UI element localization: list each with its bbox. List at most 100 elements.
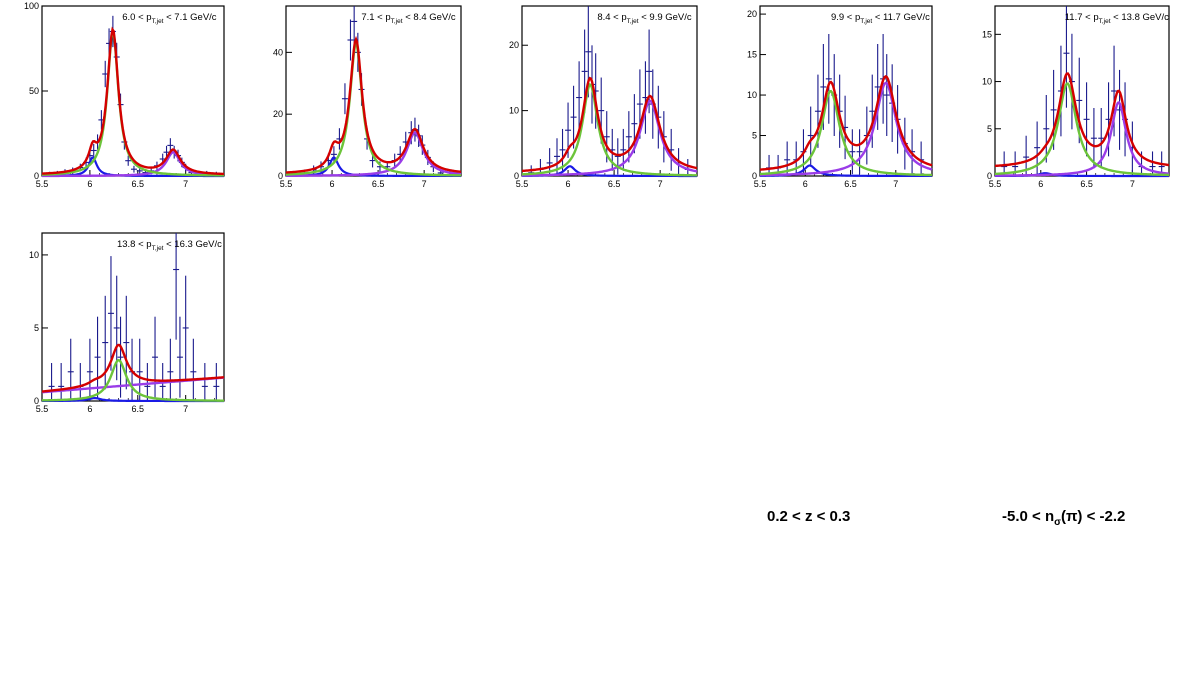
x-tick-label: 5.5 bbox=[280, 179, 293, 189]
fit-panel-3: 5.5 6 6.5 7 0 10 20 8.4 < pT,jet < 9.9 GeV/c bbox=[509, 5, 698, 189]
y-tick-label: 0 bbox=[987, 171, 992, 181]
data-point bbox=[570, 85, 577, 149]
data-point bbox=[90, 143, 97, 158]
green-peak-fit bbox=[521, 83, 698, 177]
pt-label-suffix: < 7.1 GeV/c bbox=[163, 12, 216, 23]
plot-frame bbox=[994, 5, 1170, 177]
x-tick-label: 6.5 bbox=[372, 179, 385, 189]
total-fit bbox=[994, 72, 1170, 168]
y-tick-label: 40 bbox=[273, 47, 283, 57]
data-point bbox=[176, 316, 183, 398]
x-tick-label: 6 bbox=[803, 179, 808, 189]
nsigma-suffix: (π) < -2.2 bbox=[1060, 508, 1126, 525]
pt-label-prefix: 8.4 < p bbox=[597, 12, 626, 23]
pt-label-prefix: 11.7 < p bbox=[1065, 12, 1099, 23]
y-tick-label: 0 bbox=[752, 171, 757, 181]
fit-panel-1: 5.5 6 6.5 7 0 50 100 6.0 < pT,jet < 7.1 GeV/c bbox=[24, 1, 225, 189]
pt-range-label: 13.8 < pT,jet < 16.3 GeV/c bbox=[117, 239, 222, 252]
nsigma-subscript: σ bbox=[1054, 517, 1061, 528]
pt-label-suffix: < 9.9 GeV/c bbox=[639, 12, 692, 23]
data-point bbox=[182, 275, 189, 381]
data-point bbox=[330, 146, 337, 163]
plot-frame bbox=[41, 232, 225, 402]
x-tick-label: 6.5 bbox=[132, 179, 145, 189]
x-tick-label: 6.5 bbox=[844, 179, 857, 189]
y-tick-label: 10 bbox=[982, 77, 992, 87]
pt-label-subscript: T,jet bbox=[152, 18, 164, 25]
total-fit bbox=[285, 35, 462, 174]
y-tick-label: 5 bbox=[752, 131, 757, 141]
y-tick-label: 20 bbox=[273, 109, 283, 119]
x-tick-label: 5.5 bbox=[516, 179, 529, 189]
pt-label-prefix: 6.0 < p bbox=[122, 12, 151, 23]
green-peak-fit bbox=[994, 82, 1170, 177]
pt-range-label: 11.7 < pT,jet < 13.8 GeV/c bbox=[1065, 12, 1169, 25]
y-tick-label: 5 bbox=[34, 323, 39, 333]
x-tick-label: 5.5 bbox=[36, 404, 49, 414]
data-point bbox=[94, 316, 101, 398]
data-point bbox=[144, 363, 151, 401]
y-tick-label: 0 bbox=[514, 171, 519, 181]
x-tick-label: 7 bbox=[183, 404, 188, 414]
y-tick-label: 0 bbox=[34, 171, 39, 181]
data-point bbox=[849, 129, 856, 175]
data-point bbox=[1063, 6, 1070, 108]
pt-label-suffix: < 13.8 GeV/c bbox=[1111, 12, 1170, 23]
x-tick-label: 7 bbox=[893, 179, 898, 189]
green-peak-fit bbox=[41, 358, 224, 402]
data-point bbox=[117, 316, 124, 398]
pt-label-subscript: T,jet bbox=[860, 18, 872, 25]
fit-panel-5: 5.5 6 6.5 7 0 5 10 15 11.7 < pT,jet < 13.8 GeV/c bbox=[982, 5, 1170, 189]
data-point bbox=[190, 338, 197, 401]
y-tick-label: 15 bbox=[747, 50, 757, 60]
data-points bbox=[1001, 6, 1165, 176]
y-tick-label: 100 bbox=[24, 1, 39, 11]
pt-label-subscript: T,jet bbox=[152, 245, 164, 252]
data-point bbox=[167, 338, 174, 401]
y-tick-label: 10 bbox=[747, 90, 757, 100]
pt-range-label: 6.0 < pT,jet < 7.1 GeV/c bbox=[122, 12, 217, 25]
pt-label-suffix: < 8.4 GeV/c bbox=[403, 12, 456, 23]
pt-range-label: 9.9 < pT,jet < 11.7 GeV/c bbox=[831, 12, 930, 25]
data-point bbox=[625, 111, 632, 163]
pt-label-prefix: 13.8 < p bbox=[117, 239, 152, 250]
total-fit bbox=[759, 74, 933, 171]
y-tick-label: 50 bbox=[29, 86, 39, 96]
data-point bbox=[351, 6, 358, 44]
green-peak-fit bbox=[759, 89, 933, 177]
purple-peak-fit bbox=[759, 81, 933, 177]
data-point bbox=[1043, 94, 1050, 163]
data-point bbox=[347, 19, 354, 61]
pt-range-label: 8.4 < pT,jet < 9.9 GeV/c bbox=[597, 12, 692, 25]
data-point bbox=[559, 128, 566, 171]
data-point bbox=[125, 155, 132, 166]
pt-label-suffix: < 11.7 GeV/c bbox=[872, 12, 930, 23]
total-fit bbox=[521, 76, 698, 173]
purple-peak-fit bbox=[286, 131, 462, 177]
pt-label-prefix: 9.9 < p bbox=[831, 12, 860, 23]
x-tick-label: 6 bbox=[330, 179, 335, 189]
pt-label-subscript: T,jet bbox=[391, 18, 403, 25]
x-tick-label: 6 bbox=[87, 179, 92, 189]
nsigma-range-label: -5.0 < nσ(π) < -2.2 bbox=[1002, 508, 1125, 528]
fit-panel-6: 5.5 6 6.5 7 0 5 10 13.8 < pT,jet < 16.3 GeV/c bbox=[29, 232, 225, 414]
plot-frame bbox=[41, 5, 225, 177]
data-point bbox=[201, 363, 208, 401]
data-point bbox=[58, 363, 65, 401]
data-point bbox=[576, 61, 583, 134]
y-tick-label: 15 bbox=[982, 29, 992, 39]
pt-label-suffix: < 16.3 GeV/c bbox=[163, 239, 222, 250]
data-point bbox=[213, 363, 220, 401]
purple-peak-fit bbox=[994, 100, 1170, 177]
y-tick-label: 20 bbox=[747, 9, 757, 19]
pt-label-prefix: 7.1 < p bbox=[361, 12, 390, 23]
y-tick-label: 0 bbox=[278, 171, 283, 181]
x-tick-label: 7 bbox=[658, 179, 663, 189]
data-point bbox=[48, 363, 55, 401]
data-point bbox=[1090, 108, 1097, 169]
x-tick-label: 5.5 bbox=[989, 179, 1002, 189]
x-tick-label: 5.5 bbox=[36, 179, 49, 189]
nsigma-prefix: -5.0 < n bbox=[1002, 508, 1055, 525]
green-peak-fit bbox=[41, 28, 225, 177]
data-point bbox=[1083, 82, 1090, 157]
